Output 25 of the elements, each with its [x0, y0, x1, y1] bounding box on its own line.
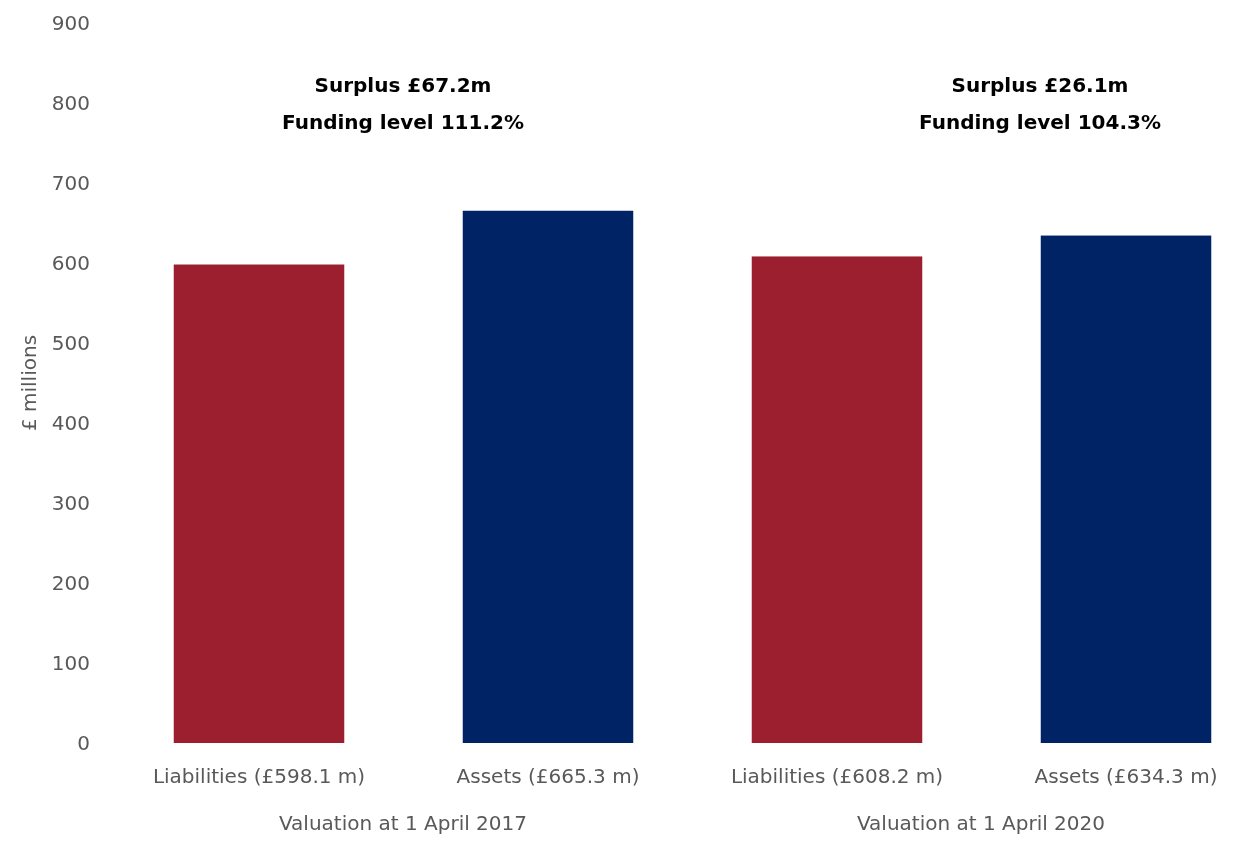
y-axis-title: £ millions	[17, 334, 41, 432]
bar	[751, 256, 923, 743]
text: Valuation at 1 April 2020	[856, 811, 1106, 835]
y-tick-label: 700	[51, 170, 90, 195]
text: Valuation at 1 April 2017	[278, 811, 528, 835]
x-tick-label: Assets (£634.3 m)	[1034, 764, 1218, 789]
x-tick-label: Liabilities (£598.1 m)	[152, 764, 366, 789]
y-tick-label: 0	[77, 730, 90, 755]
x-tick-label: Liabilities (£608.2 m)	[730, 764, 944, 789]
y-tick-label: 300	[51, 490, 90, 515]
x-tick-label: Assets (£665.3 m)	[456, 764, 640, 789]
y-tick-label: 800	[51, 90, 90, 115]
y-tick-label: 500	[51, 330, 90, 355]
bar	[173, 264, 345, 743]
bar	[1040, 235, 1212, 743]
annotation: Funding level 111.2%	[282, 110, 524, 134]
annotation: Surplus £67.2m	[314, 73, 492, 97]
y-tick-label: 200	[51, 570, 90, 595]
annotation: Surplus £26.1m	[951, 73, 1129, 97]
y-tick-label: 100	[51, 650, 90, 675]
y-tick-label: 400	[51, 410, 90, 435]
y-tick-label: 600	[51, 250, 90, 275]
y-tick-label: 900	[51, 10, 90, 35]
bar	[462, 210, 634, 743]
annotation: Funding level 104.3%	[919, 110, 1161, 134]
